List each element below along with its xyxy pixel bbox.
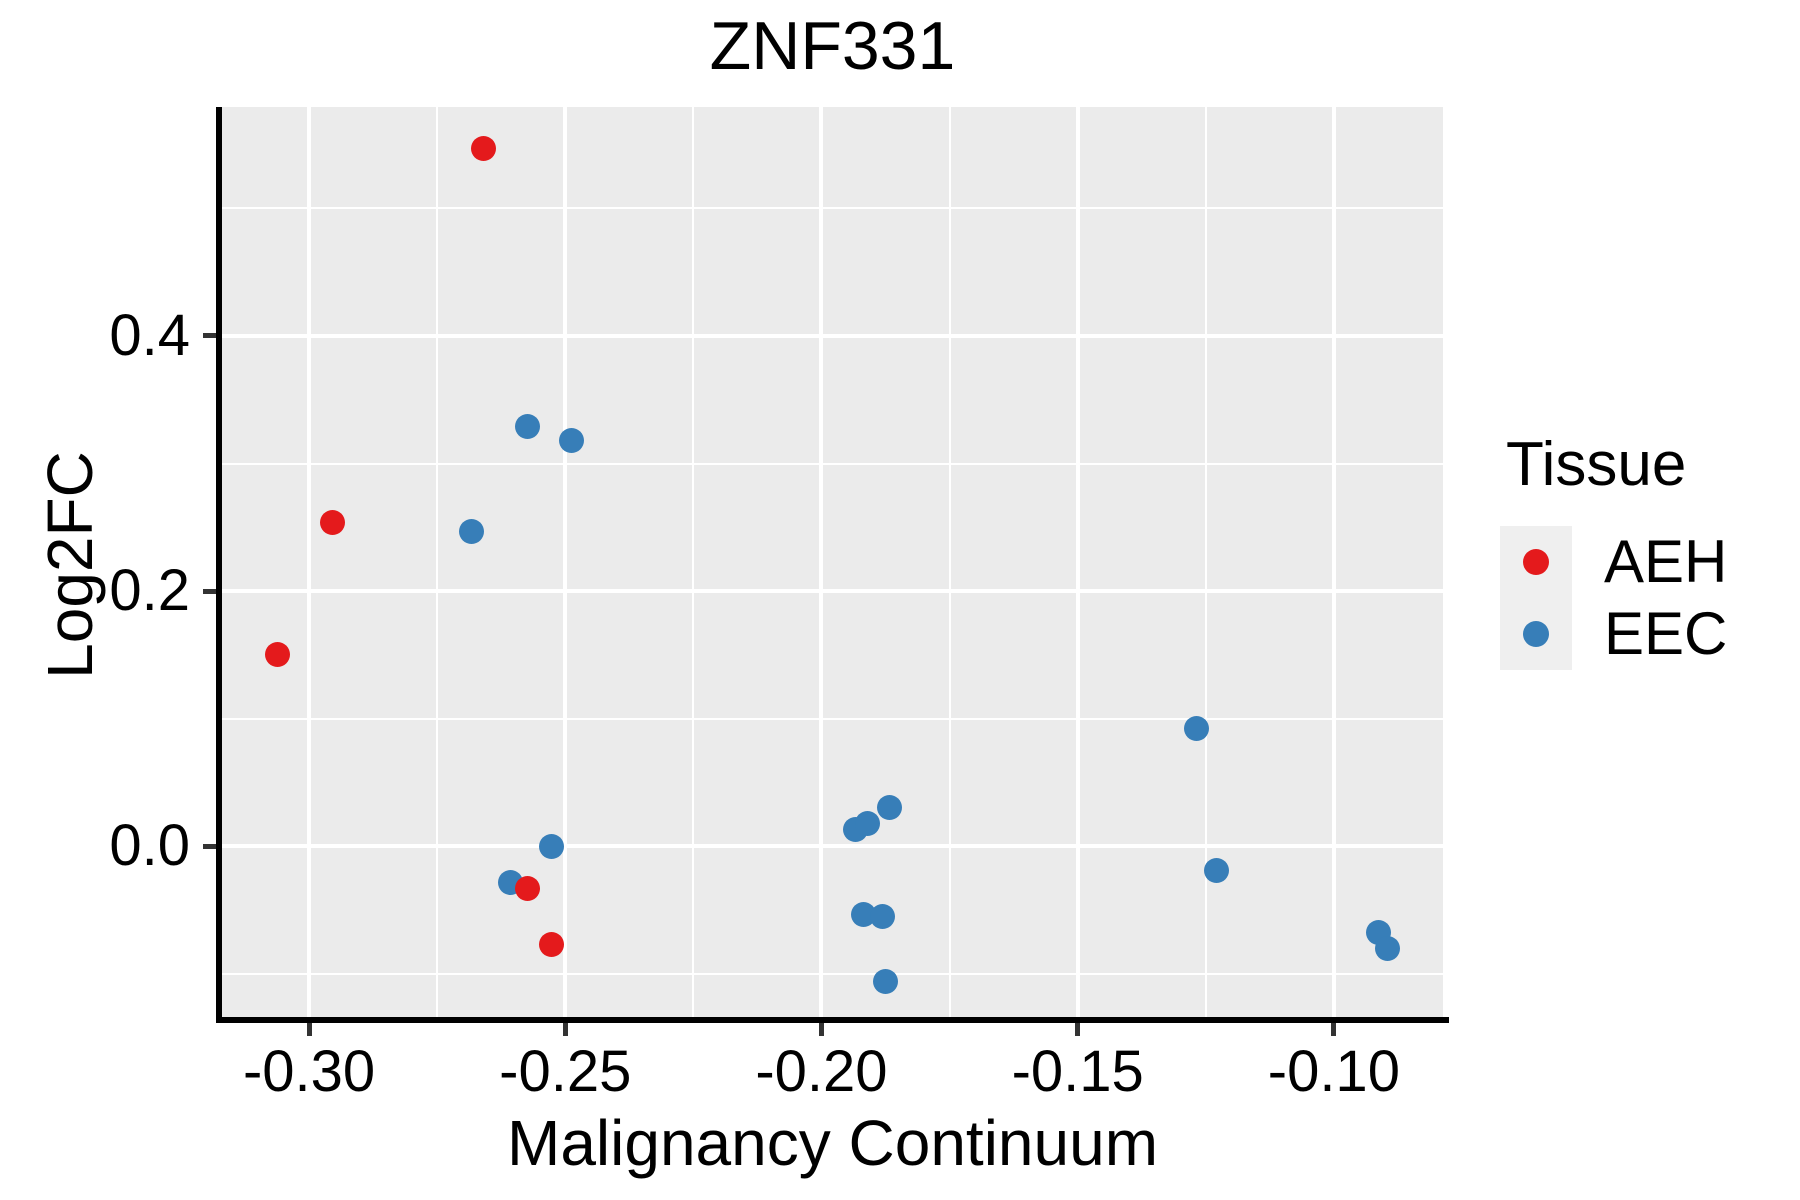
legend-key-box: [1500, 526, 1572, 598]
x-minor-gridline: [1204, 107, 1207, 1017]
plot-title: ZNF331: [709, 8, 956, 84]
y-minor-gridline: [222, 462, 1443, 465]
y-minor-gridline: [222, 207, 1443, 210]
x-major-gridline: [307, 107, 312, 1017]
x-major-gridline: [819, 107, 824, 1017]
data-point-eec: [1203, 857, 1229, 883]
y-tick-label: 0.4: [109, 302, 190, 368]
data-point-aeh: [319, 509, 345, 535]
data-point-eec: [539, 833, 565, 859]
legend-title: Tissue: [1506, 430, 1687, 499]
data-point-eec: [1374, 935, 1400, 961]
legend-item-label: EEC: [1604, 600, 1728, 667]
data-point-aeh: [514, 875, 540, 901]
data-point-eec: [876, 795, 902, 821]
y-axis-spine: [216, 107, 222, 1023]
x-tick-label: -0.30: [242, 1039, 376, 1104]
x-tick: [306, 1023, 312, 1036]
x-major-gridline: [563, 107, 568, 1017]
legend-item-aeh: AEH: [1500, 526, 1727, 598]
legend-item-eec: EEC: [1500, 598, 1727, 670]
legend-key-box: [1500, 598, 1572, 670]
x-axis-spine: [216, 1017, 1449, 1023]
plot-panel: [222, 107, 1443, 1017]
data-point-aeh: [265, 642, 291, 668]
legend-item-label: AEH: [1604, 528, 1728, 595]
x-tick-label: -0.25: [499, 1039, 632, 1104]
y-tick: [203, 843, 216, 849]
legend: Tissue AEH EEC: [1500, 430, 1727, 670]
x-tick: [1331, 1023, 1337, 1036]
eec-marker-icon: [1523, 621, 1549, 647]
y-minor-gridline: [222, 972, 1443, 975]
x-tick-label: -0.10: [1267, 1039, 1400, 1104]
data-point-aeh: [470, 136, 496, 162]
y-tick: [203, 333, 216, 339]
y-major-gridline: [222, 589, 1443, 593]
x-tick: [818, 1023, 824, 1036]
data-point-eec: [1183, 716, 1209, 742]
data-point-eec: [459, 518, 485, 544]
x-tick: [562, 1023, 568, 1036]
data-point-eec: [869, 903, 895, 929]
x-tick-label: -0.15: [1011, 1039, 1144, 1104]
data-point-eec: [559, 428, 585, 454]
x-minor-gridline: [692, 107, 695, 1017]
y-tick-label: 0.0: [109, 813, 190, 879]
x-major-gridline: [1331, 107, 1336, 1017]
y-tick: [203, 588, 216, 594]
y-tick-label: 0.2: [109, 558, 190, 623]
data-point-aeh: [538, 931, 564, 957]
x-major-gridline: [1075, 107, 1080, 1017]
x-tick: [1075, 1023, 1081, 1036]
y-minor-gridline: [222, 717, 1443, 720]
x-minor-gridline: [436, 107, 439, 1017]
data-point-eec: [872, 968, 898, 994]
x-axis-title: Malignancy Continuum: [507, 1107, 1158, 1179]
aeh-marker-icon: [1523, 549, 1549, 575]
x-tick-label: -0.20: [755, 1039, 888, 1104]
x-minor-gridline: [948, 107, 951, 1017]
data-point-eec: [515, 414, 541, 440]
y-major-gridline: [222, 844, 1443, 849]
y-major-gridline: [222, 333, 1443, 338]
data-point-eec: [854, 810, 880, 836]
